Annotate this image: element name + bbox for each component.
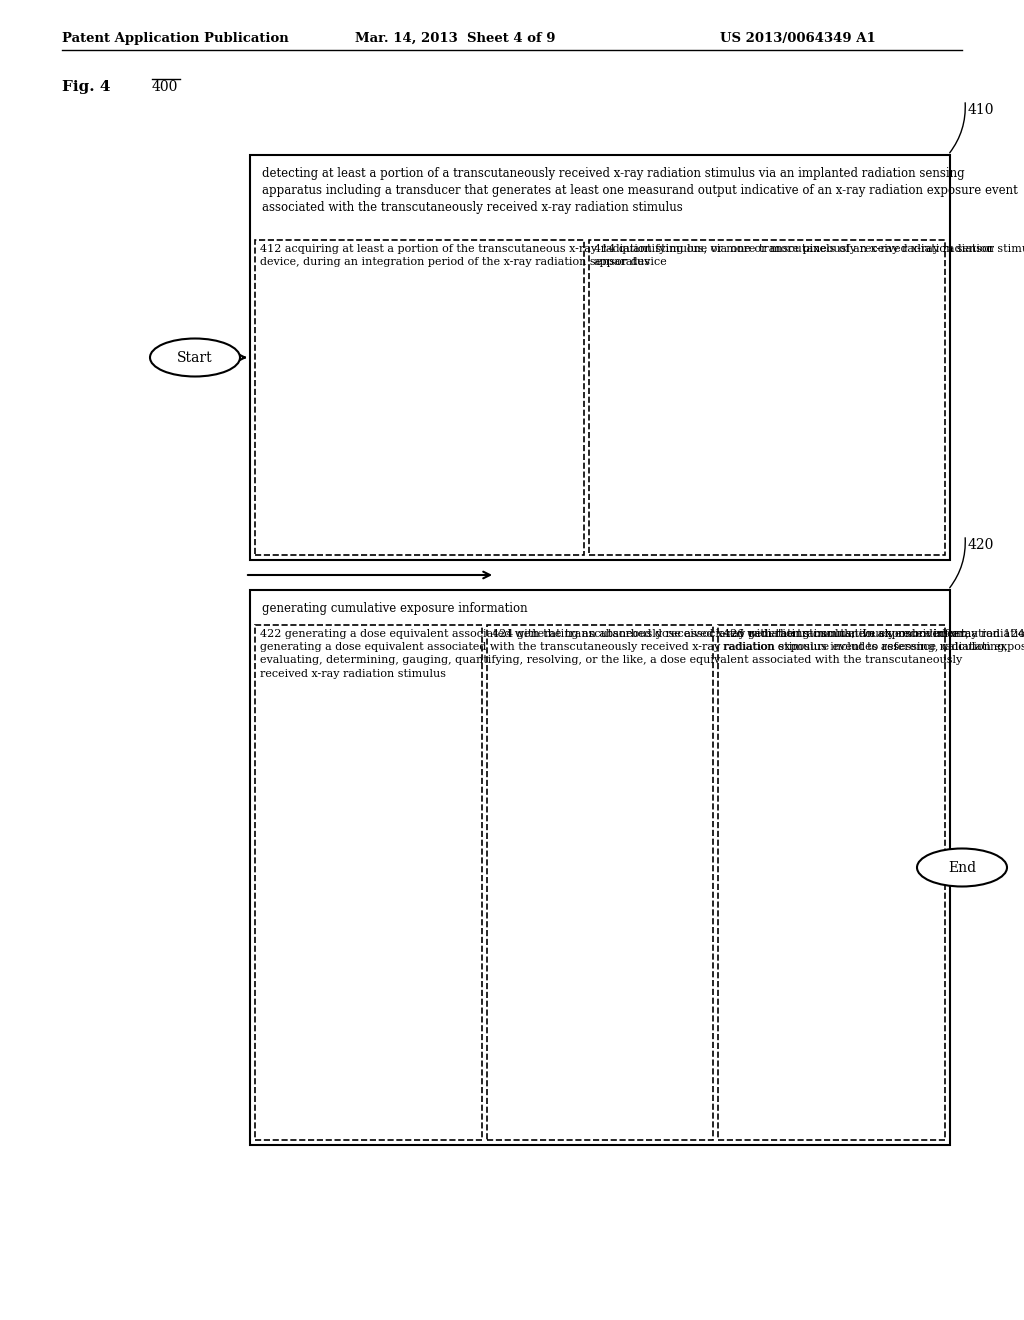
Text: generating cumulative exposure information: generating cumulative exposure informati…	[262, 602, 527, 615]
Ellipse shape	[918, 849, 1007, 887]
Bar	[589, 240, 945, 554]
Text: Fig. 4: Fig. 4	[62, 81, 111, 94]
Bar	[255, 240, 584, 554]
Text: detecting at least a portion of a transcutaneously received x-ray radiation stim: detecting at least a portion of a transc…	[262, 168, 1018, 214]
Bar	[250, 154, 950, 560]
Bar	[486, 624, 714, 1140]
Ellipse shape	[150, 338, 240, 376]
Text: 400: 400	[152, 81, 178, 94]
Text: Start: Start	[177, 351, 213, 364]
Text: 422 generating a dose equivalent associated with the transcutaneously received x: 422 generating a dose equivalent associa…	[260, 630, 1008, 678]
Text: End: End	[948, 861, 976, 874]
Bar	[250, 590, 950, 1144]
Text: Mar. 14, 2013  Sheet 4 of 9: Mar. 14, 2013 Sheet 4 of 9	[355, 32, 555, 45]
Text: 410: 410	[968, 103, 994, 117]
Text: 426 generating cumulative exposure information 124 based on a comparison of the : 426 generating cumulative exposure infor…	[723, 630, 1024, 652]
Bar	[255, 624, 481, 1140]
Text: Patent Application Publication: Patent Application Publication	[62, 32, 289, 45]
Bar	[718, 624, 945, 1140]
Text: 420: 420	[968, 539, 994, 552]
Text: 412 acquiring at least a portion of the transcutaneous x-ray radiation stimulus,: 412 acquiring at least a portion of the …	[260, 244, 994, 267]
Text: US 2013/0064349 A1: US 2013/0064349 A1	[720, 32, 876, 45]
Text: 414 quantifying one or more transcutaneously received x-ray radiation stimuli ob: 414 quantifying one or more transcutaneo…	[594, 244, 1024, 267]
Text: 424 generating an absorbed dose associated with the transcutaneously received x-: 424 generating an absorbed dose associat…	[492, 630, 1024, 639]
